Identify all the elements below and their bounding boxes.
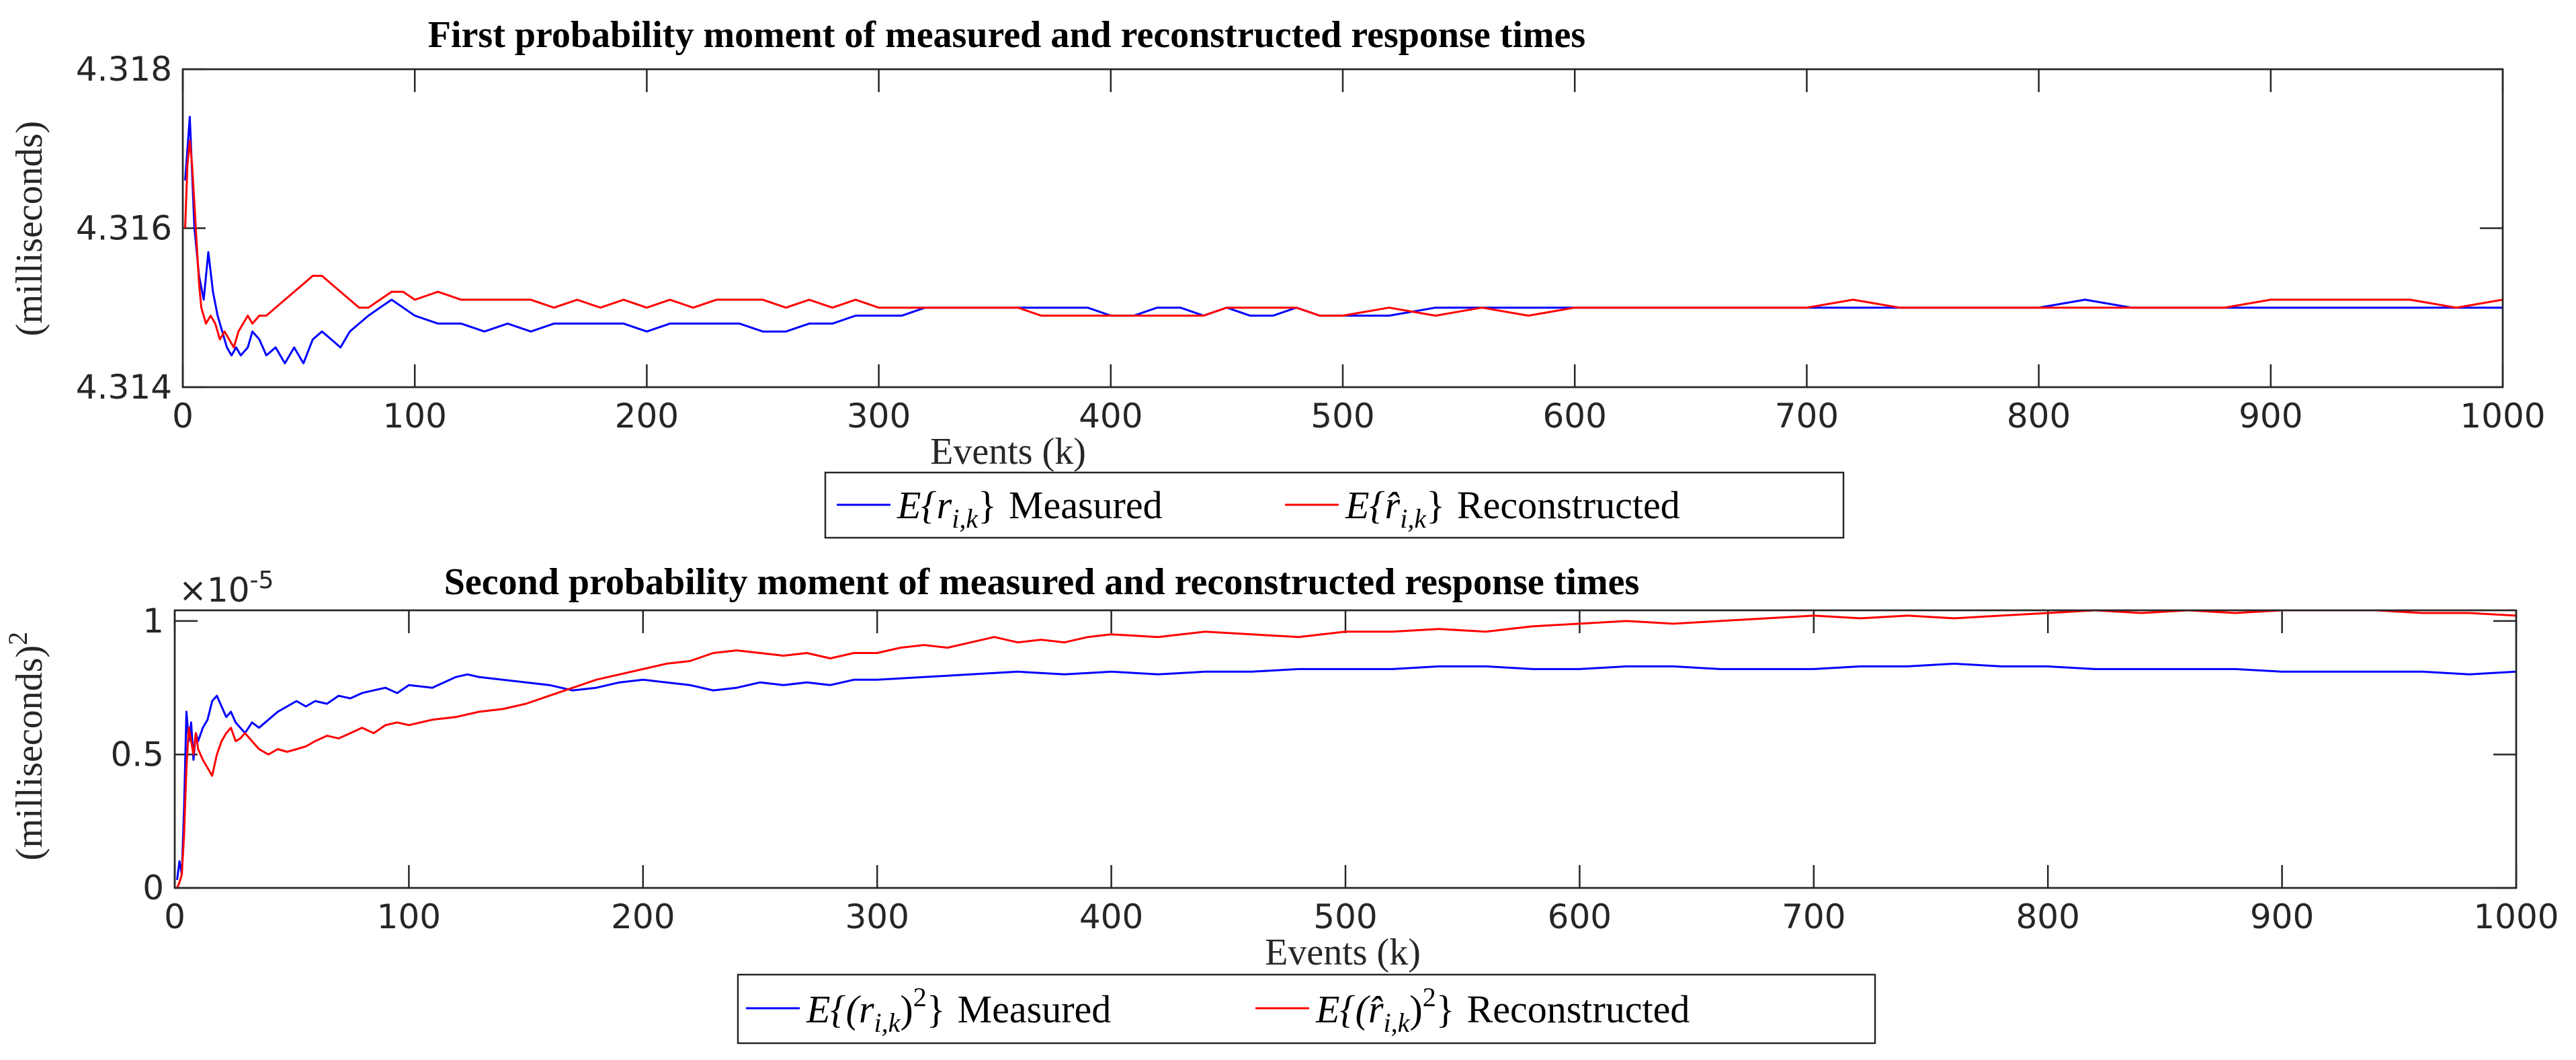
legend-sup: 2: [913, 982, 927, 1012]
x-tick-label: 100: [377, 897, 441, 936]
legend: E{(ri,k)2} Measured E{(r̂i,k)2} Reconstruc…: [737, 973, 1876, 1045]
y-tick-label: 1: [142, 602, 164, 641]
chart-second-moment: Second probability moment of measured an…: [3, 561, 2559, 1045]
legend-entry-reconstructed: E{(r̂i,k)2} Reconstructed: [1315, 982, 1690, 1038]
x-tick-label: 0: [164, 897, 185, 936]
x-tick-marks: 0 100 200 300 400 500 600 700 800 900 1000: [172, 69, 2546, 436]
x-axis-label: Events (k): [1265, 932, 1421, 973]
plot-frame: [181, 68, 2504, 389]
x-tick-label: 500: [1313, 897, 1377, 936]
chart-first-moment: First probability moment of measured and…: [9, 14, 2546, 539]
y-tick-label: 0: [142, 868, 164, 907]
y-tick-marks: 4.314 4.316 4.318: [76, 50, 2503, 407]
series-line-measured: [176, 662, 2516, 881]
legend-label: Reconstructed: [1467, 987, 1690, 1031]
x-tick-label: 200: [615, 397, 679, 436]
plot-frame: [173, 609, 2518, 889]
x-tick-marks: 0 100 200 300 400 500 600 700 800 900 1000: [164, 610, 2559, 936]
legend-sub: i,k: [1384, 1008, 1411, 1038]
exponent-base: ×10: [179, 571, 250, 610]
legend-close2: }: [1436, 987, 1455, 1031]
y-tick-label: 4.318: [76, 50, 172, 89]
ylabel-superscript: 2: [3, 632, 33, 645]
legend-entry-measured: E{(ri,k)2} Measured: [806, 982, 1111, 1038]
legend-sub: i,k: [874, 1008, 901, 1038]
x-tick-label: 600: [1548, 897, 1612, 936]
series-layer: [184, 116, 2503, 364]
legend-entry-measured: E{ri,k} Measured: [897, 483, 1163, 534]
chart-title: Second probability moment of measured an…: [444, 561, 1640, 603]
series-layer: [176, 610, 2516, 888]
x-tick-label: 800: [2016, 897, 2079, 936]
x-tick-label: 900: [2250, 897, 2314, 936]
x-tick-label: 1000: [2473, 897, 2559, 936]
x-tick-label: 1000: [2460, 397, 2545, 436]
plot-area: [173, 609, 2518, 889]
legend-sub: i,k: [952, 503, 979, 534]
legend-math: E{(r: [806, 987, 874, 1031]
legend-close: }: [978, 483, 997, 527]
legend-close: ): [1409, 987, 1422, 1031]
y-tick-marks: 00.51: [110, 602, 2516, 907]
y-tick-label: 0.5: [110, 735, 164, 774]
chart-title: First probability moment of measured and…: [428, 14, 1585, 56]
legend-sup: 2: [1423, 982, 1436, 1012]
legend-close: }: [1426, 483, 1445, 527]
ylabel-text: (milliseconds): [9, 645, 50, 860]
x-tick-label: 200: [611, 897, 675, 936]
legend-label: Reconstructed: [1457, 483, 1680, 527]
legend-math: E{r̂: [1345, 483, 1401, 527]
series-line-reconstructed: [184, 139, 2503, 349]
x-tick-label: 400: [1079, 397, 1142, 436]
x-tick-label: 800: [2007, 397, 2071, 436]
x-tick-label: 700: [1782, 897, 1845, 936]
y-axis-label: (milliseconds)2: [3, 632, 50, 860]
x-tick-label: 700: [1775, 397, 1839, 436]
x-axis-label: Events (k): [930, 431, 1086, 473]
y-axis-label: (milliseconds): [9, 121, 50, 336]
legend-close2: }: [927, 987, 946, 1031]
y-tick-label: 4.314: [76, 368, 172, 407]
legend-sub: i,k: [1400, 503, 1427, 534]
x-tick-label: 100: [382, 397, 446, 436]
legend-math: E{r: [897, 483, 952, 527]
y-exponent-label: ×10-5: [179, 567, 274, 610]
legend-close: ): [900, 987, 913, 1031]
x-tick-label: 300: [847, 397, 911, 436]
y-tick-label: 4.316: [76, 209, 172, 248]
x-tick-label: 400: [1079, 897, 1143, 936]
series-line-reconstructed: [176, 610, 2516, 888]
plot-area: [181, 68, 2504, 389]
x-tick-label: 900: [2239, 397, 2302, 436]
legend-entry-reconstructed: E{r̂i,k} Reconstructed: [1345, 483, 1680, 534]
legend-label: Measured: [1009, 483, 1163, 527]
exponent-power: -5: [250, 567, 274, 594]
x-tick-label: 300: [845, 897, 909, 936]
legend-math: E{(r̂: [1315, 987, 1384, 1031]
x-tick-label: 500: [1311, 397, 1374, 436]
x-tick-label: 0: [172, 397, 194, 436]
x-tick-label: 600: [1542, 397, 1606, 436]
legend: E{ri,k} Measured E{r̂i,k} Reconstructed: [824, 471, 1845, 539]
legend-label: Measured: [958, 987, 1112, 1031]
